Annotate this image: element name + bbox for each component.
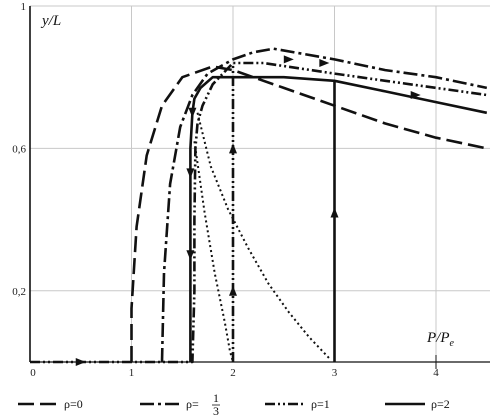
x-tick-label: 0 <box>30 367 36 379</box>
arrow-marker-9 <box>410 91 421 99</box>
x-axis-label-sub: e <box>450 338 455 349</box>
arrow-marker-5 <box>186 168 195 179</box>
arrow-marker-2 <box>229 285 237 296</box>
arrow-marker-0 <box>75 358 86 366</box>
arrow-marker-8 <box>319 58 330 67</box>
arrow-markers <box>75 55 421 366</box>
x-axis-label: P/Pe <box>426 330 455 349</box>
series-group <box>30 47 488 364</box>
arrow-marker-1 <box>330 207 339 218</box>
legend-label-3: ρ=2 <box>431 397 450 411</box>
arrow-marker-3 <box>229 143 237 154</box>
series-line-4 <box>196 112 331 360</box>
series-line-3 <box>189 75 488 362</box>
legend: ρ=0 ρ= 13 ρ=1 ρ=2 <box>18 391 450 417</box>
x-tick-label: 2 <box>230 367 236 379</box>
legend-fraction-denominator: 3 <box>213 404 219 417</box>
y-tick-label: 0,2 <box>12 286 26 298</box>
x-tick-label: 4 <box>433 367 439 379</box>
x-tick-label: 1 <box>129 367 135 379</box>
legend-label-1: ρ= <box>186 397 199 411</box>
series-line-2 <box>30 61 487 364</box>
legend-label-2: ρ=1 <box>311 397 330 411</box>
axes <box>29 6 490 369</box>
series-line-5 <box>193 141 234 363</box>
y-tick-label: 1 <box>21 1 27 13</box>
series-line-1 <box>160 47 488 363</box>
y-axis-label: y/L <box>40 13 61 29</box>
arrow-marker-7 <box>283 55 294 64</box>
legend-label-0: ρ=0 <box>64 397 83 411</box>
series-line-0 <box>130 65 488 362</box>
x-tick-label: 3 <box>332 367 338 379</box>
tick-labels: 0 1 2 3 4 1 0,6 0,2 <box>12 1 439 379</box>
legend-fraction-numerator: 1 <box>213 391 219 405</box>
arrow-marker-6 <box>188 107 197 118</box>
grid <box>30 5 490 362</box>
y-tick-label: 0,6 <box>12 143 26 155</box>
x-axis-label-main: P/P <box>426 330 450 346</box>
arrow-marker-4 <box>186 250 195 261</box>
